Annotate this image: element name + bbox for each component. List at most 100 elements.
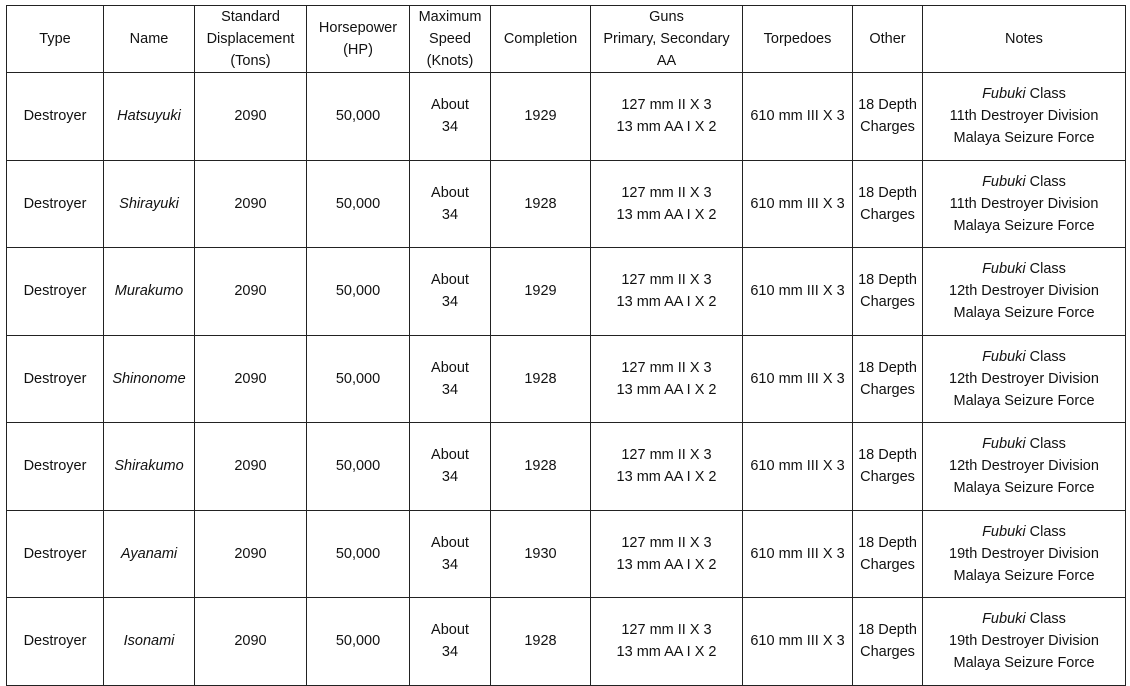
other-cell: 18 Depth Charges <box>852 72 923 161</box>
speed-text: About <box>431 534 469 551</box>
torpedoes-cell: 610 mm III X 3 <box>742 509 853 598</box>
guns-cell: 127 mm II X 3 13 mm AA I X 2 <box>590 422 743 511</box>
name-cell: Isonami <box>103 597 195 686</box>
displacement-text: 2090 <box>234 370 267 387</box>
other-text: Charges <box>860 469 915 486</box>
class-line: Fubuki Class <box>925 521 1123 543</box>
other-text: 18 Depth <box>858 359 917 376</box>
force-text: Malaya Seizure Force <box>953 305 1095 322</box>
header-text: Speed <box>429 31 471 47</box>
table-row: Destroyer Murakumo 2090 50,000 About 34 1929 12… <box>6 247 1126 336</box>
horsepower-cell: 50,000 <box>306 334 410 423</box>
force-text: Malaya Seizure Force <box>953 392 1095 409</box>
header-text: Type <box>39 31 71 47</box>
speed-cell: About 34 <box>409 422 491 511</box>
horsepower-text: 50,000 <box>335 108 381 125</box>
class-name: Fubuki <box>982 173 1026 190</box>
other-cell: 18 Depth Charges <box>852 509 923 598</box>
ship-name: Shirayuki <box>119 195 179 212</box>
header-displacement: Standard Displacement (Tons) <box>194 5 307 73</box>
speed-cell: About 34 <box>409 72 491 161</box>
displacement-cell: 2090 <box>194 159 307 248</box>
displacement-cell: 2090 <box>194 597 307 686</box>
type-text: Destroyer <box>23 108 87 125</box>
name-cell: Shirakumo <box>103 422 195 511</box>
torpedoes-cell: 610 mm III X 3 <box>742 247 853 336</box>
header-other: Other <box>852 5 923 73</box>
displacement-cell: 2090 <box>194 72 307 161</box>
class-name: Fubuki <box>982 611 1026 628</box>
table-body: Destroyer Hatsuyuki 2090 50,000 About 34 1929 1… <box>6 72 1126 686</box>
type-cell: Destroyer <box>6 422 104 511</box>
class-line: Fubuki Class <box>925 346 1123 368</box>
completion-text: 1929 <box>524 283 557 300</box>
division-text: 19th Destroyer Division <box>949 633 1099 650</box>
class-name: Fubuki <box>982 436 1026 453</box>
torpedoes-cell: 610 mm III X 3 <box>742 597 853 686</box>
guns-text: 127 mm II X 3 <box>621 272 712 289</box>
division-text: 12th Destroyer Division <box>949 458 1099 475</box>
notes-cell: Fubuki Class 11th Destroyer Division Malay… <box>922 159 1126 248</box>
class-suffix: Class <box>1025 173 1066 190</box>
horsepower-text: 50,000 <box>335 545 381 562</box>
guns-cell: 127 mm II X 3 13 mm AA I X 2 <box>590 247 743 336</box>
horsepower-text: 50,000 <box>335 458 381 475</box>
other-cell: 18 Depth Charges <box>852 159 923 248</box>
name-cell: Shirayuki <box>103 159 195 248</box>
horsepower-cell: 50,000 <box>306 422 410 511</box>
division-text: 12th Destroyer Division <box>949 370 1099 387</box>
header-text: Standard <box>221 9 280 25</box>
completion-text: 1928 <box>524 370 557 387</box>
displacement-text: 2090 <box>234 283 267 300</box>
speed-cell: About 34 <box>409 597 491 686</box>
other-text: Charges <box>860 381 915 398</box>
guns-text: 127 mm II X 3 <box>621 622 712 639</box>
header-text: Primary, Secondary <box>603 31 730 47</box>
ship-name: Hatsuyuki <box>117 108 181 125</box>
force-text: Malaya Seizure Force <box>953 480 1095 497</box>
guns-cell: 127 mm II X 3 13 mm AA I X 2 <box>590 159 743 248</box>
class-suffix: Class <box>1025 611 1066 628</box>
header-horsepower: Horsepower (HP) <box>306 5 410 73</box>
other-text: 18 Depth <box>858 272 917 289</box>
header-guns: Guns Primary, Secondary AA <box>590 5 743 73</box>
other-cell: 18 Depth Charges <box>852 334 923 423</box>
class-suffix: Class <box>1025 436 1066 453</box>
header-text: (HP) <box>343 42 373 58</box>
class-suffix: Class <box>1025 523 1066 540</box>
displacement-text: 2090 <box>234 633 267 650</box>
other-cell: 18 Depth Charges <box>852 247 923 336</box>
type-text: Destroyer <box>23 458 87 475</box>
notes-cell: Fubuki Class 19th Destroyer Division Malay… <box>922 509 1126 598</box>
guns-cell: 127 mm II X 3 13 mm AA I X 2 <box>590 72 743 161</box>
type-cell: Destroyer <box>6 72 104 161</box>
displacement-text: 2090 <box>234 458 267 475</box>
speed-cell: About 34 <box>409 247 491 336</box>
guns-text: 13 mm AA I X 2 <box>616 381 717 398</box>
class-suffix: Class <box>1025 261 1066 278</box>
speed-cell: About 34 <box>409 509 491 598</box>
header-type: Type <box>6 5 104 73</box>
torpedoes-cell: 610 mm III X 3 <box>742 159 853 248</box>
speed-text: 34 <box>441 206 459 223</box>
other-text: Charges <box>860 119 915 136</box>
header-text: Maximum <box>418 9 482 25</box>
name-cell: Murakumo <box>103 247 195 336</box>
guns-text: 13 mm AA I X 2 <box>616 644 717 661</box>
header-text: Notes <box>1005 31 1043 47</box>
guns-text: 127 mm II X 3 <box>621 97 712 114</box>
speed-cell: About 34 <box>409 159 491 248</box>
guns-cell: 127 mm II X 3 13 mm AA I X 2 <box>590 334 743 423</box>
completion-text: 1928 <box>524 633 557 650</box>
destroyer-table: Type Name Standard Displacement (Tons) Horsep… <box>6 5 1126 686</box>
type-cell: Destroyer <box>6 334 104 423</box>
table-row: Destroyer Isonami 2090 50,000 About 34 1928 127… <box>6 597 1126 686</box>
type-text: Destroyer <box>23 633 87 650</box>
speed-text: About <box>431 359 469 376</box>
displacement-cell: 2090 <box>194 422 307 511</box>
class-line: Fubuki Class <box>925 171 1123 193</box>
completion-cell: 1929 <box>490 247 591 336</box>
torpedoes-text: 610 mm III X 3 <box>750 108 845 125</box>
speed-text: 34 <box>441 644 459 661</box>
type-cell: Destroyer <box>6 159 104 248</box>
